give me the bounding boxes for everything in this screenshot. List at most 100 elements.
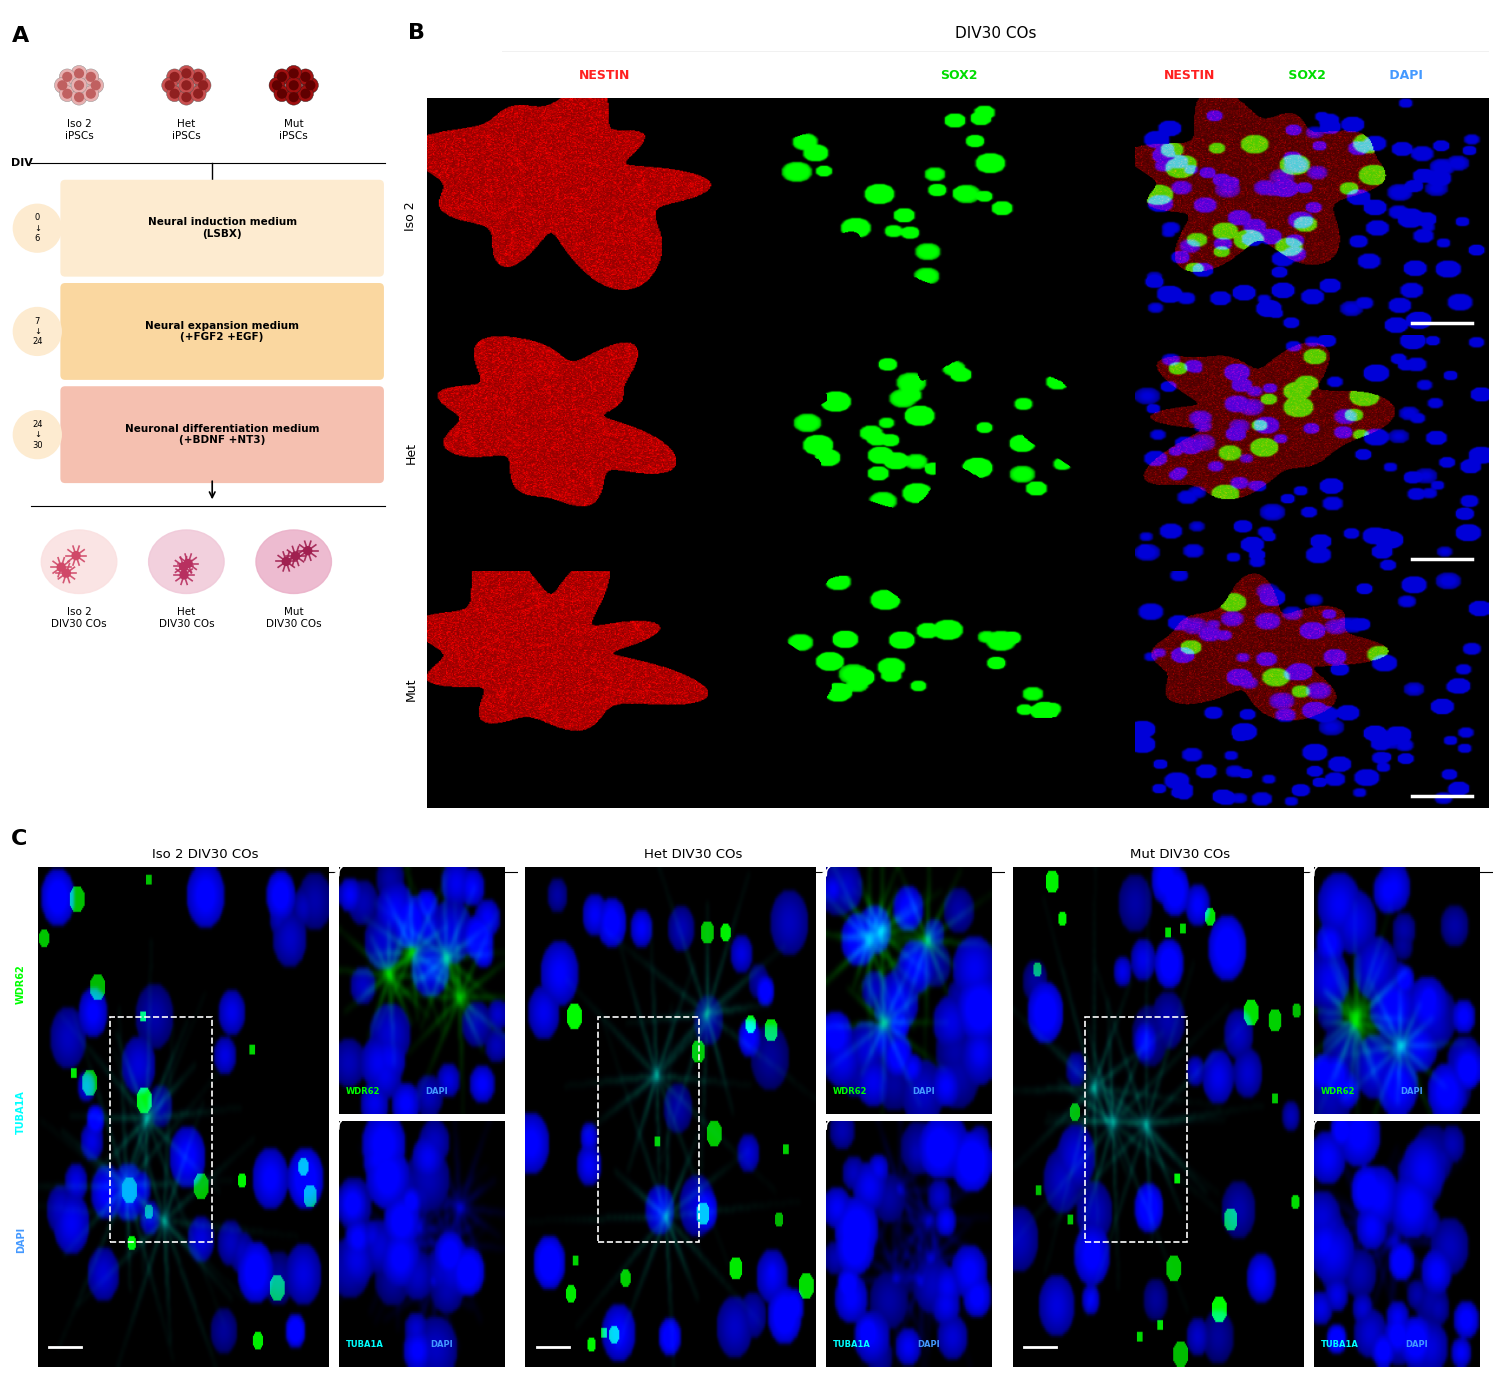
Circle shape xyxy=(278,90,286,98)
Circle shape xyxy=(194,90,202,98)
Circle shape xyxy=(87,72,94,81)
Text: TUBA1A: TUBA1A xyxy=(345,1341,384,1349)
Circle shape xyxy=(63,569,70,577)
Text: WDR62: WDR62 xyxy=(345,1087,380,1097)
Circle shape xyxy=(70,65,87,81)
Circle shape xyxy=(88,77,104,94)
FancyBboxPatch shape xyxy=(60,387,384,483)
Circle shape xyxy=(182,93,190,102)
Circle shape xyxy=(75,69,84,77)
Text: A: A xyxy=(12,26,28,46)
Text: DIV: DIV xyxy=(12,157,33,167)
Circle shape xyxy=(297,69,314,84)
Text: Neural induction medium
(LSBX): Neural induction medium (LSBX) xyxy=(147,217,297,239)
Ellipse shape xyxy=(148,530,224,594)
Text: Het DIV30 COs: Het DIV30 COs xyxy=(644,848,742,862)
Text: 0
↓
6: 0 ↓ 6 xyxy=(34,213,40,243)
Text: DAPI: DAPI xyxy=(1400,1087,1422,1097)
Circle shape xyxy=(306,81,315,90)
Text: Iso 2 DIV30 COs: Iso 2 DIV30 COs xyxy=(153,848,258,862)
Circle shape xyxy=(178,65,195,81)
Text: 24
↓
30: 24 ↓ 30 xyxy=(32,420,42,450)
Circle shape xyxy=(278,72,286,81)
Text: Iso 2
iPSCs: Iso 2 iPSCs xyxy=(64,119,93,141)
Circle shape xyxy=(282,558,290,565)
Circle shape xyxy=(87,90,94,98)
Circle shape xyxy=(285,90,302,105)
FancyBboxPatch shape xyxy=(60,283,384,380)
Circle shape xyxy=(70,90,87,105)
Circle shape xyxy=(184,559,192,568)
Circle shape xyxy=(63,90,72,98)
Circle shape xyxy=(82,69,99,84)
Bar xyxy=(597,1018,699,1243)
Circle shape xyxy=(195,77,211,94)
Text: NESTIN: NESTIN xyxy=(1164,69,1215,81)
Text: WDR62: WDR62 xyxy=(1320,1087,1354,1097)
Text: B: B xyxy=(408,23,424,43)
Circle shape xyxy=(180,570,188,579)
Circle shape xyxy=(170,90,178,98)
Circle shape xyxy=(285,77,302,94)
Circle shape xyxy=(166,69,183,84)
Circle shape xyxy=(170,72,178,81)
Circle shape xyxy=(178,90,195,105)
Text: DAPI: DAPI xyxy=(918,1341,940,1349)
Text: WDR62: WDR62 xyxy=(833,1087,867,1097)
Text: TUBA1A: TUBA1A xyxy=(16,1090,26,1134)
Circle shape xyxy=(12,307,62,356)
Circle shape xyxy=(178,77,195,94)
Circle shape xyxy=(285,65,302,81)
Circle shape xyxy=(63,72,72,81)
Circle shape xyxy=(57,563,64,572)
Text: C: C xyxy=(10,829,27,849)
Text: DAPI: DAPI xyxy=(430,1341,453,1349)
Text: Iso 2
DIV30 COs: Iso 2 DIV30 COs xyxy=(51,608,106,628)
Circle shape xyxy=(268,77,285,94)
Circle shape xyxy=(273,81,282,90)
Circle shape xyxy=(182,81,190,90)
Circle shape xyxy=(190,69,206,84)
Text: DIV30 COs: DIV30 COs xyxy=(956,26,1036,40)
Bar xyxy=(110,1018,212,1243)
Text: DAPI: DAPI xyxy=(424,1087,447,1097)
Circle shape xyxy=(166,86,183,102)
Circle shape xyxy=(302,90,310,98)
Circle shape xyxy=(165,81,174,90)
Circle shape xyxy=(291,552,300,559)
Text: TUBA1A: TUBA1A xyxy=(1320,1341,1359,1349)
Circle shape xyxy=(290,81,298,90)
Text: Het
DIV30 COs: Het DIV30 COs xyxy=(159,608,214,628)
Text: 7
↓
24: 7 ↓ 24 xyxy=(32,316,42,347)
Text: DAPI: DAPI xyxy=(1384,69,1423,81)
Text: DAPI: DAPI xyxy=(912,1087,934,1097)
Circle shape xyxy=(290,69,298,77)
Text: WDR62: WDR62 xyxy=(16,964,26,1004)
Bar xyxy=(1084,1018,1186,1243)
Circle shape xyxy=(60,86,75,102)
Text: NESTIN: NESTIN xyxy=(579,69,630,81)
Circle shape xyxy=(182,69,190,77)
Text: Mut DIV30 COs: Mut DIV30 COs xyxy=(1131,848,1230,862)
Circle shape xyxy=(75,93,84,102)
Circle shape xyxy=(60,69,75,84)
Text: Het
iPSCs: Het iPSCs xyxy=(172,119,201,141)
Text: DAPI: DAPI xyxy=(1406,1341,1428,1349)
Circle shape xyxy=(162,77,177,94)
Circle shape xyxy=(303,77,318,94)
Text: SOX2: SOX2 xyxy=(939,69,976,81)
Text: Iso 2: Iso 2 xyxy=(405,202,417,231)
Text: Neuronal differentiation medium
(+BDNF +NT3): Neuronal differentiation medium (+BDNF +… xyxy=(124,424,320,446)
Circle shape xyxy=(70,77,87,94)
Text: SOX2: SOX2 xyxy=(1284,69,1326,81)
Text: DAPI: DAPI xyxy=(16,1226,26,1253)
Circle shape xyxy=(82,86,99,102)
Circle shape xyxy=(12,203,62,253)
Text: Mut
iPSCs: Mut iPSCs xyxy=(279,119,308,141)
FancyBboxPatch shape xyxy=(60,180,384,276)
Text: TUBA1A: TUBA1A xyxy=(833,1341,872,1349)
Circle shape xyxy=(274,86,290,102)
Circle shape xyxy=(180,562,188,570)
Circle shape xyxy=(58,81,66,90)
Circle shape xyxy=(75,81,84,90)
